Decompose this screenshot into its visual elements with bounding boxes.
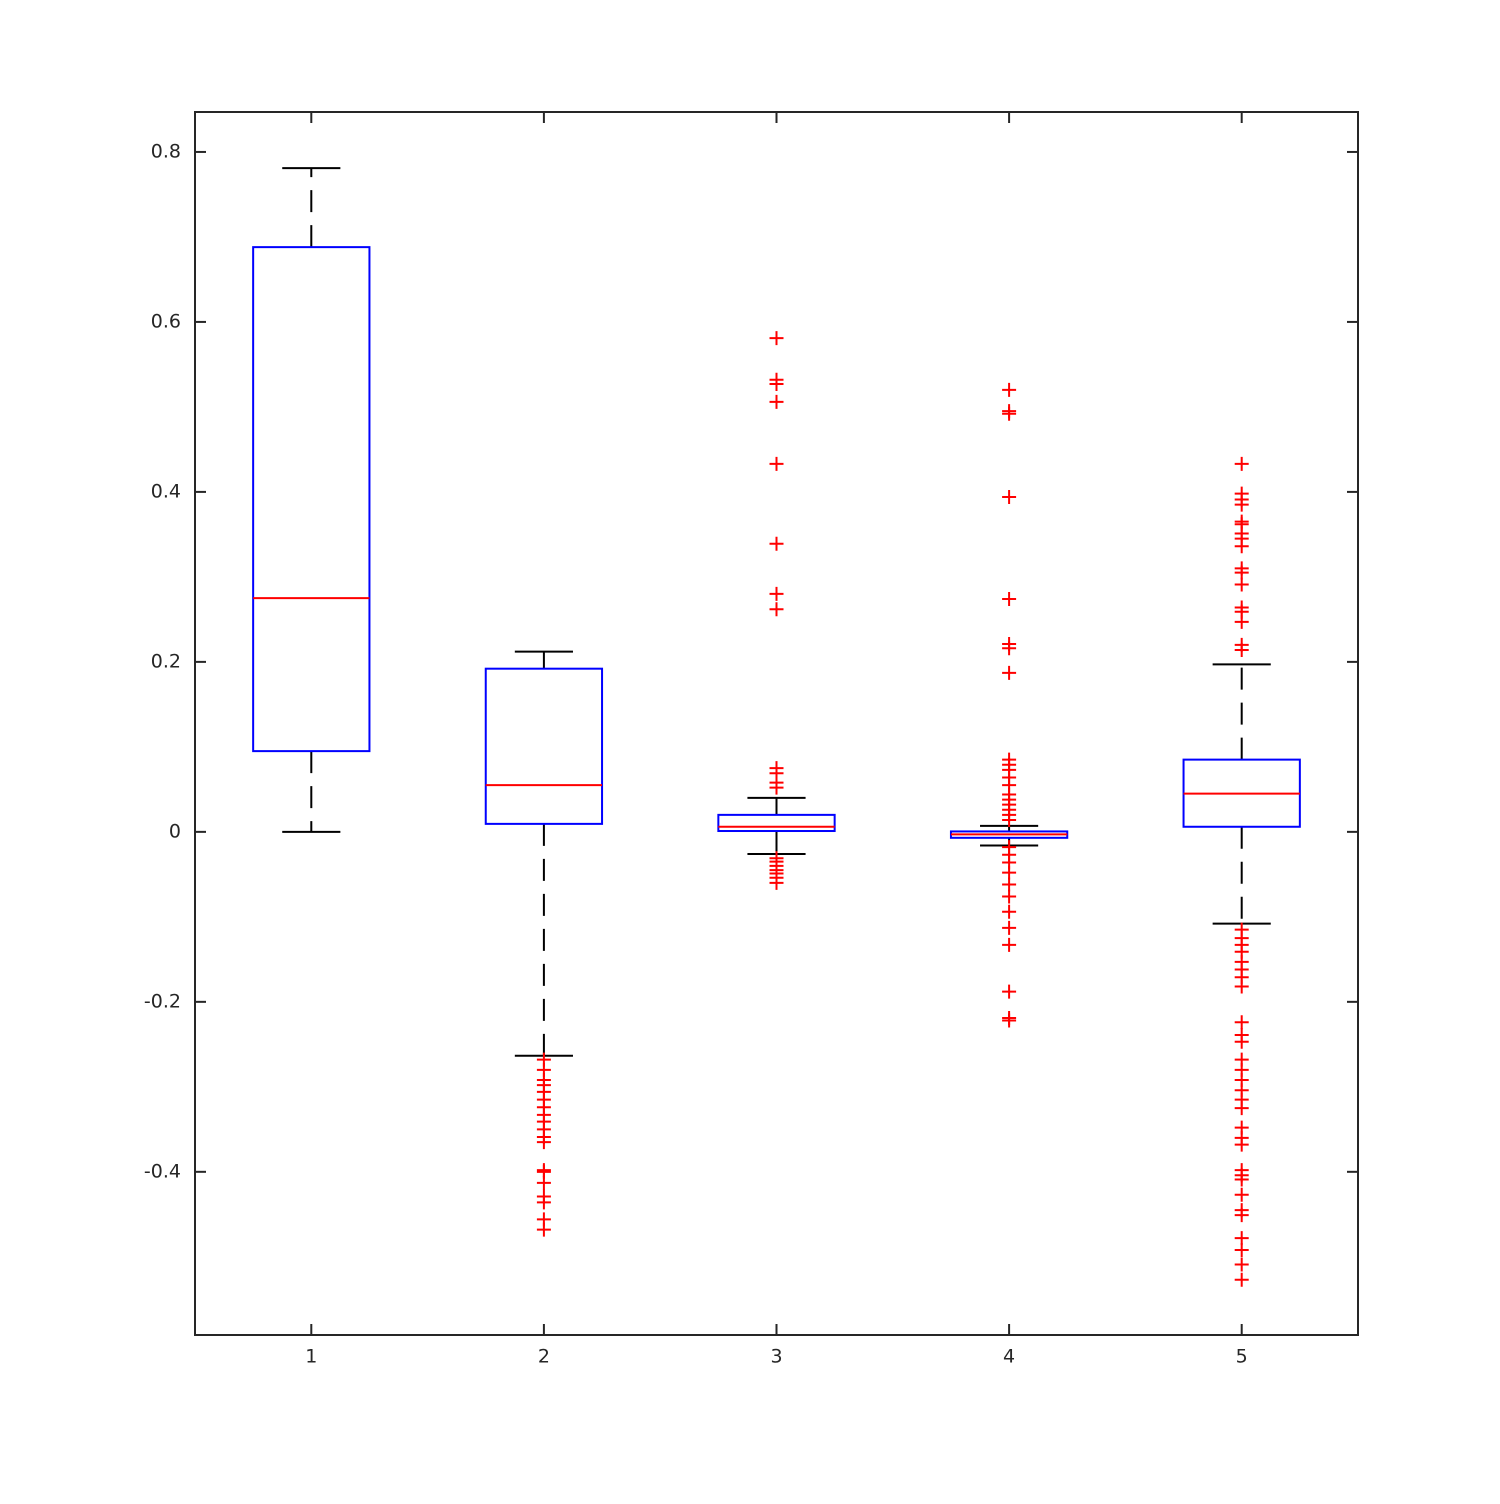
outlier (769, 456, 784, 471)
outlier (1002, 877, 1017, 892)
outlier (1234, 1257, 1249, 1272)
x-tick-label: 5 (1236, 1346, 1248, 1368)
outlier (1234, 577, 1249, 592)
plot-frame (194, 111, 1359, 1336)
x-tick-label: 3 (770, 1346, 782, 1368)
outlier (1234, 1231, 1249, 1246)
y-tick-label: 0.2 (151, 650, 181, 672)
outlier (1002, 937, 1017, 952)
outlier (1002, 382, 1017, 397)
outlier (1002, 490, 1017, 505)
outlier (1234, 1034, 1249, 1049)
x-tick-label: 1 (305, 1346, 317, 1368)
outlier (769, 376, 784, 391)
outlier (769, 780, 784, 795)
outlier (1002, 889, 1017, 904)
outlier (1234, 565, 1249, 580)
box (252, 246, 371, 753)
outlier (1002, 904, 1017, 919)
outlier (769, 536, 784, 551)
outlier (1234, 614, 1249, 629)
y-tick-label: -0.4 (144, 1160, 181, 1182)
y-tick-label: 0 (169, 820, 181, 842)
outlier (1234, 1101, 1249, 1116)
box (484, 667, 604, 825)
outlier (1002, 812, 1017, 827)
outlier (1234, 1015, 1249, 1030)
outlier (1234, 979, 1249, 994)
outlier (1002, 984, 1017, 999)
x-tick-label: 4 (1003, 1346, 1015, 1368)
y-tick-label: -0.2 (144, 990, 181, 1012)
outlier (536, 1222, 551, 1237)
x-tick-label: 2 (538, 1346, 550, 1368)
box (717, 813, 836, 833)
outlier (1002, 665, 1017, 680)
outlier (1002, 406, 1017, 421)
outlier (769, 875, 784, 890)
outlier (1002, 920, 1017, 935)
outlier (1002, 641, 1017, 656)
outlier (1002, 1013, 1017, 1028)
outlier (769, 602, 784, 617)
outlier (769, 394, 784, 409)
outlier (1234, 1208, 1249, 1223)
outlier (1234, 1137, 1249, 1152)
outlier (1234, 539, 1249, 554)
outlier (1234, 1272, 1249, 1287)
outlier (1234, 1243, 1249, 1258)
y-tick-label: 0.8 (151, 140, 181, 162)
outlier (536, 1195, 551, 1210)
y-tick-label: 0.4 (151, 480, 181, 502)
y-tick-label: 0.6 (151, 310, 181, 332)
outlier (1234, 456, 1249, 471)
outlier (1234, 642, 1249, 657)
outlier (769, 331, 784, 346)
outlier (769, 586, 784, 601)
outlier (1002, 591, 1017, 606)
outlier (1234, 497, 1249, 512)
outlier (1234, 1172, 1249, 1187)
outlier (536, 1175, 551, 1190)
outlier (536, 1135, 551, 1150)
outlier (1234, 1187, 1249, 1202)
outlier (1002, 865, 1017, 880)
